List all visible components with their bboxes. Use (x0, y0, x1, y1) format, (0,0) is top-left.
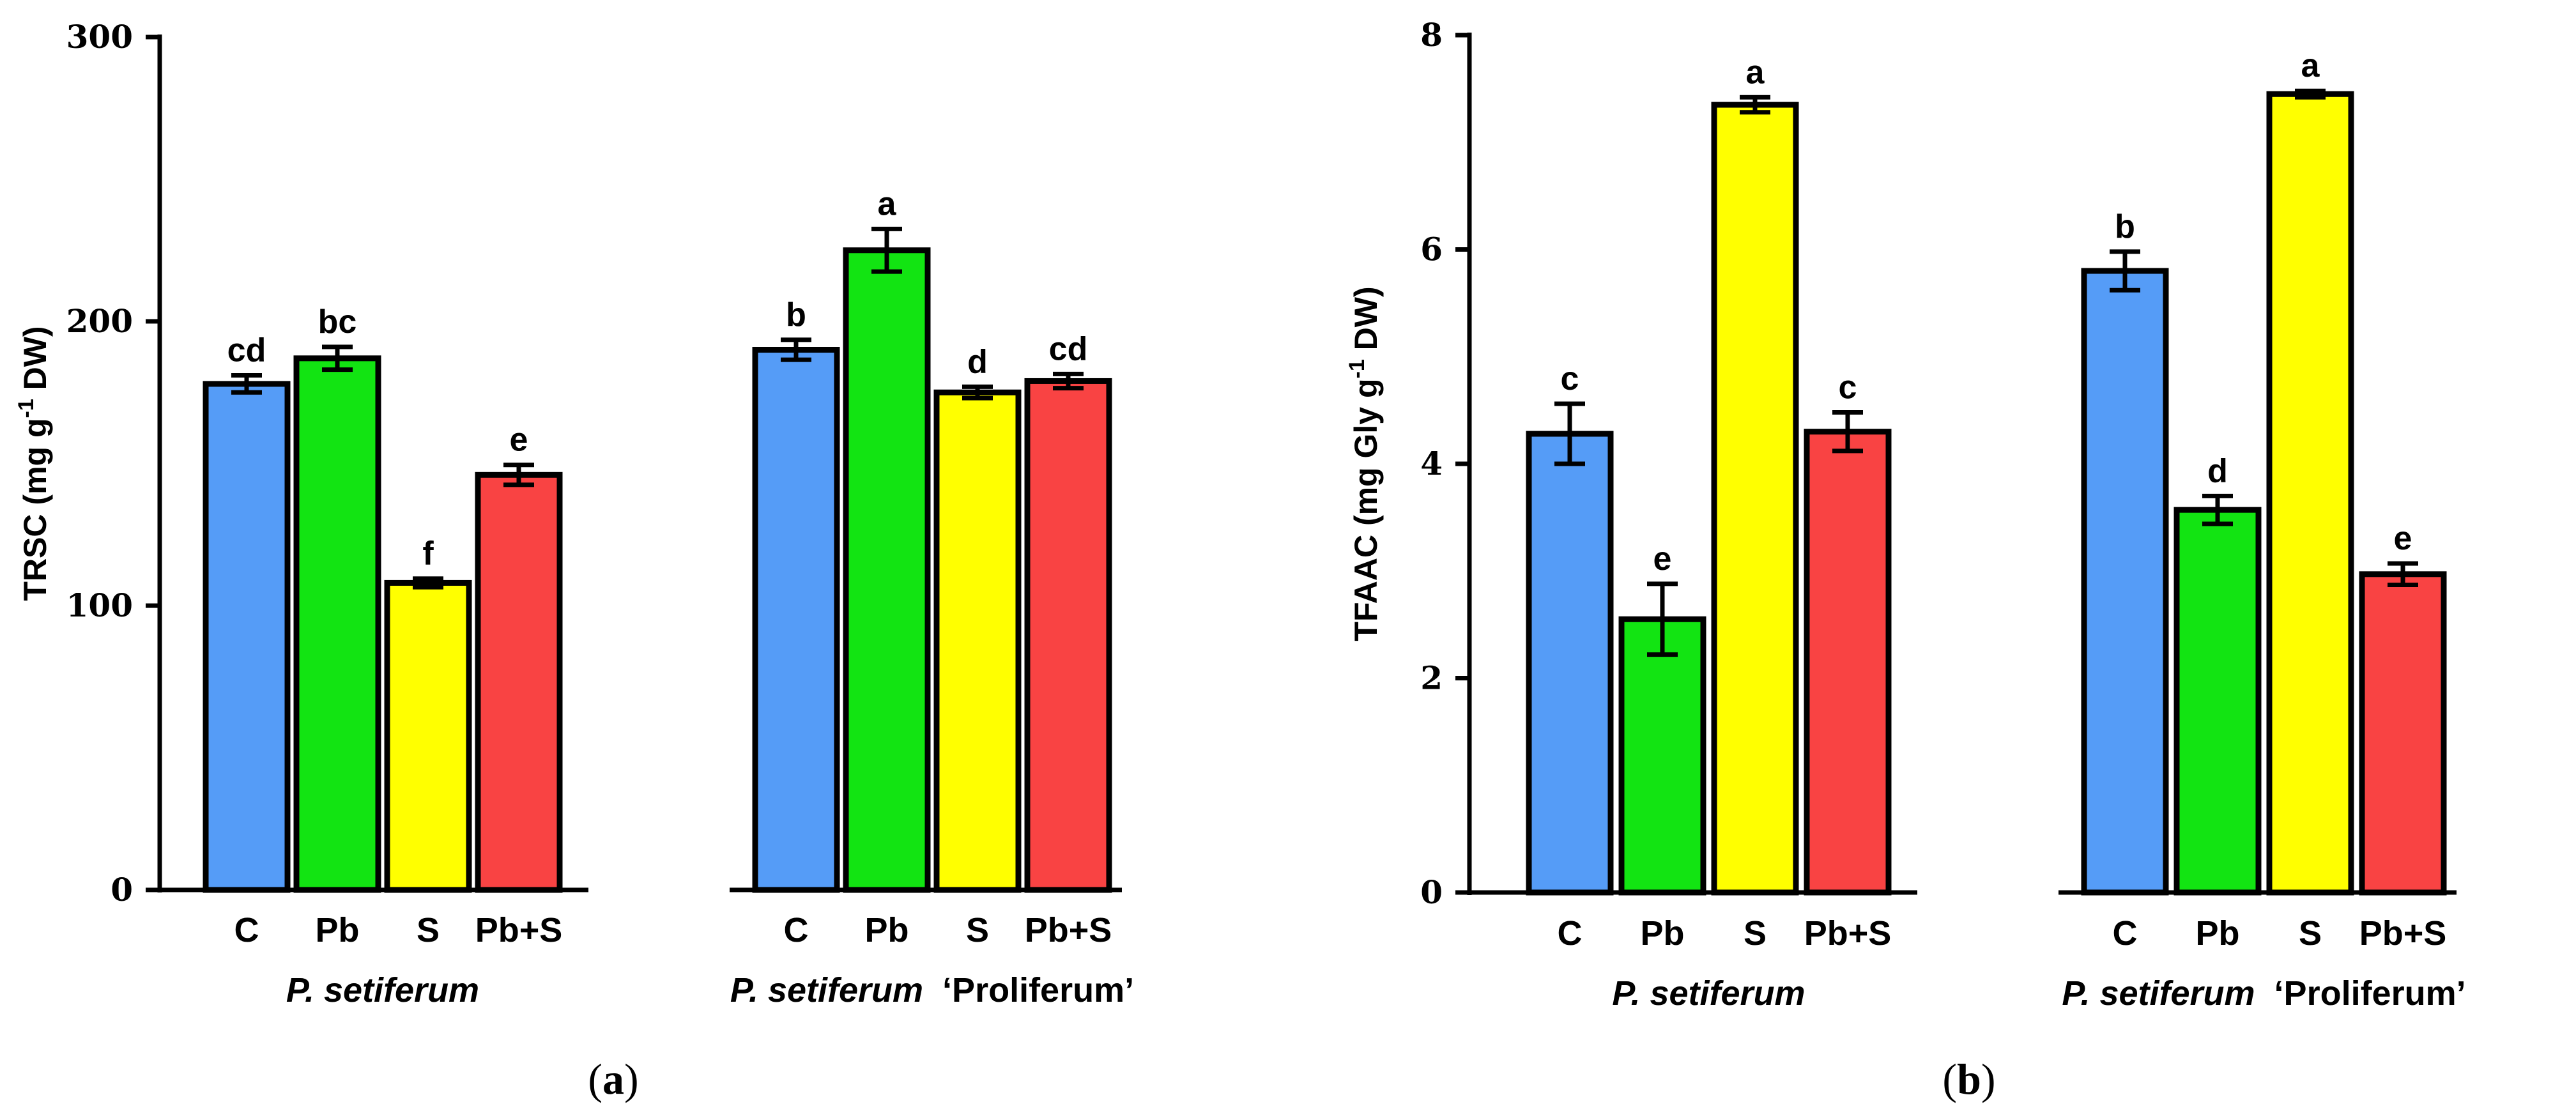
significance-letter: f (422, 535, 434, 572)
significance-letter: b (786, 296, 806, 333)
significance-letter: b (2115, 208, 2135, 245)
category-label: S (2299, 914, 2322, 953)
y-axis-label-unit: DW) (1348, 286, 1384, 359)
bar (384, 579, 472, 893)
significance-letter: e (2394, 520, 2412, 557)
significance-letter: a (1746, 54, 1765, 91)
significance-letter: e (1653, 540, 1672, 578)
category-label: S (1744, 914, 1767, 953)
significance-letter: a (2301, 47, 2320, 84)
category-label: Pb+S (1804, 914, 1892, 953)
group-label: P. setiferum ‘Proliferum’ (2062, 974, 2465, 1013)
y-tick-label: 2 (1420, 659, 1443, 697)
bar (843, 247, 931, 893)
significance-letter: c (1561, 360, 1579, 397)
category-label: Pb+S (1025, 911, 1112, 949)
bar (2081, 268, 2169, 896)
bar (2174, 507, 2262, 896)
category-label: S (417, 911, 440, 949)
bar (2359, 571, 2447, 896)
chart-panel-a: cd Cbc Pb f Se Pb+S P. setiferum b Ca Pb d Scd Pb+S P… (14, 18, 1134, 1103)
bar-group: c Ce Pb a Sc Pb+S P. setiferum (1526, 54, 1892, 1013)
y-tick-label: 4 (1420, 445, 1443, 482)
category-label: C (2113, 914, 2138, 953)
group-label-species: P. setiferum (2062, 974, 2255, 1013)
bar (293, 355, 381, 893)
panel-label-open: ( (588, 1055, 602, 1103)
panel-label-open: ( (1942, 1055, 1957, 1103)
group-label-species: P. setiferum (286, 971, 479, 1009)
significance-letter: cd (227, 332, 266, 369)
category-label: Pb (864, 911, 908, 949)
category-label: C (1558, 914, 1583, 953)
significance-letter: bc (318, 303, 357, 341)
y-axis-label-superscript: -1 (1345, 359, 1369, 378)
y-tick-label: 300 (66, 18, 133, 56)
y-tick-label: 6 (1420, 231, 1443, 268)
y-tick-label: 100 (66, 586, 133, 624)
y-axis-label-main: TRSC (mg g (17, 418, 53, 601)
bar (1526, 431, 1614, 896)
significance-letter: c (1839, 369, 1857, 406)
group-label: P. setiferum (286, 971, 479, 1009)
bar (1618, 616, 1706, 896)
bar (2266, 91, 2354, 896)
panel-label-close: ) (1981, 1055, 1996, 1103)
bar (475, 471, 563, 893)
y-tick-label: 0 (111, 871, 133, 908)
y-axis-label-superscript: -1 (14, 399, 38, 418)
chart-panel-b: c Ce Pb a Sc Pb+S P. setiferum b Cd Pb a Se Pb+S P. s… (1345, 16, 2466, 1103)
bar (1024, 378, 1112, 893)
bar (752, 347, 840, 893)
significance-letter: d (2207, 452, 2228, 489)
bar-group: b Ca Pb d Scd Pb+S P. setiferum ‘Proliferum’ (730, 185, 1134, 1009)
group-label-species: P. setiferum (1612, 974, 1805, 1013)
bar-group: b Cd Pb a Se Pb+S P. setiferum ‘Proliferum’ (2062, 47, 2465, 1013)
bar (933, 389, 1022, 893)
group-label-cultivar: ‘Proliferum’ (2274, 974, 2466, 1013)
panel-label: (a) (588, 1055, 638, 1103)
significance-letter: d (967, 343, 988, 380)
group-label-species: P. setiferum (730, 971, 923, 1009)
y-axis-label: TFAAC (mg Gly g-1 DW) (1345, 286, 1384, 641)
group-label: P. setiferum ‘Proliferum’ (730, 971, 1134, 1009)
significance-letter: e (510, 422, 528, 459)
significance-letter: a (878, 185, 897, 222)
category-label: Pb (2195, 914, 2239, 953)
category-label: Pb+S (2359, 914, 2447, 953)
category-label: Pb+S (475, 911, 563, 949)
panel-label-close: ) (624, 1055, 639, 1103)
category-label: Pb (1640, 914, 1684, 953)
y-axis-label-unit: DW) (17, 326, 53, 399)
group-label-cultivar: ‘Proliferum’ (942, 971, 1134, 1009)
category-label: C (784, 911, 809, 949)
bar (203, 381, 291, 893)
category-label: C (234, 911, 259, 949)
y-axis-label: TRSC (mg g-1 DW) (14, 326, 53, 601)
panel-label-letter: a (602, 1055, 624, 1103)
category-label: S (966, 911, 989, 949)
bar (1711, 102, 1799, 896)
y-tick-label: 8 (1420, 16, 1443, 54)
y-tick-label: 200 (66, 302, 133, 340)
group-label: P. setiferum (1612, 974, 1805, 1013)
y-tick-label: 0 (1420, 873, 1443, 911)
panel-label: (b) (1942, 1055, 1995, 1103)
category-label: Pb (315, 911, 359, 949)
significance-letter: cd (1049, 330, 1088, 367)
bar-group: cd Cbc Pb f Se Pb+S P. setiferum (203, 303, 563, 1009)
panel-label-letter: b (1957, 1055, 1981, 1103)
y-axis-label-main: TFAAC (mg Gly g (1348, 378, 1384, 641)
bar (1804, 429, 1892, 896)
